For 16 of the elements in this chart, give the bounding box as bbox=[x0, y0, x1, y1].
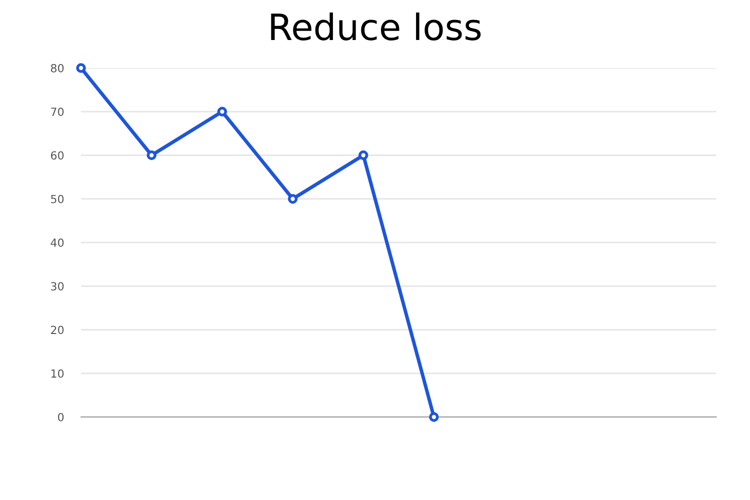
point bbox=[358, 150, 368, 160]
y-tick-label: 0 bbox=[58, 412, 64, 422]
y-tick-label: 50 bbox=[51, 194, 64, 204]
point bbox=[217, 106, 228, 116]
point bbox=[146, 150, 156, 160]
y-tick-label: 20 bbox=[51, 326, 64, 334]
point bbox=[288, 194, 298, 204]
y-tick-label: 80 bbox=[50, 64, 64, 72]
chart-title: Reduce loss bbox=[271, 12, 481, 40]
y-tick-label: 10 bbox=[51, 369, 64, 378]
y-tick-label: 70 bbox=[51, 108, 64, 116]
y-tick-label: 30 bbox=[51, 282, 64, 291]
y-tick-label: 60 bbox=[50, 151, 64, 160]
point bbox=[429, 412, 439, 422]
point bbox=[76, 63, 86, 73]
y-tick-label: 40 bbox=[50, 238, 64, 247]
